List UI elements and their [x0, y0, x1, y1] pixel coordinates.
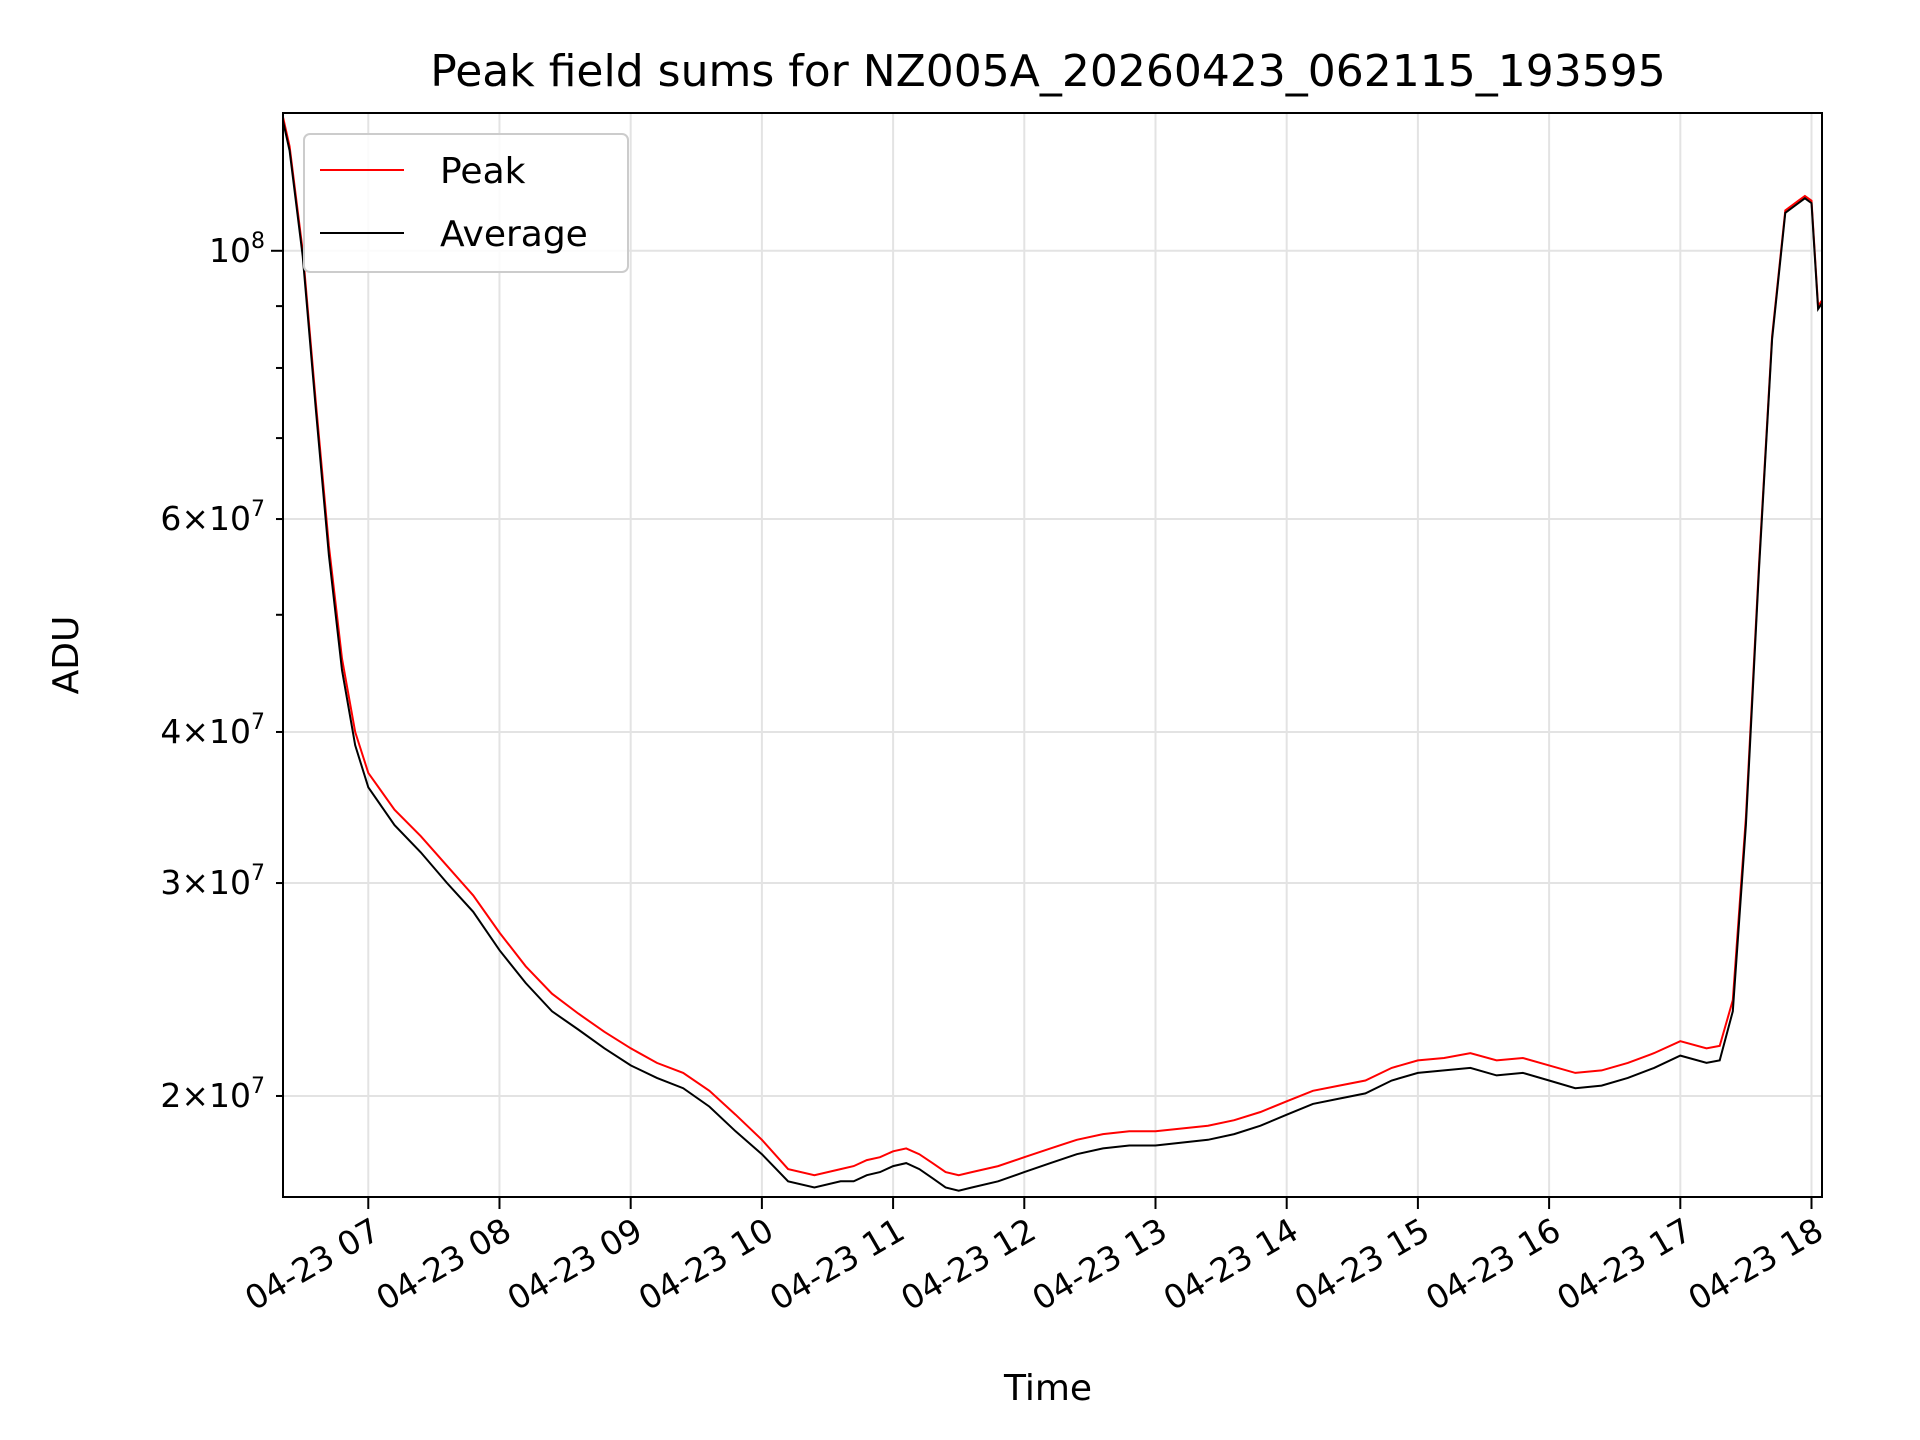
chart-title: Peak field sums for NZ005A_20260423_0621…: [430, 46, 1665, 97]
x-axis-label: Time: [1003, 1368, 1092, 1409]
x-tick-label: 04-23 09: [501, 1210, 649, 1318]
plot-area: [283, 116, 1822, 1192]
y-tick-label: 6×107: [160, 497, 265, 538]
x-tick-label: 04-23 16: [1419, 1210, 1567, 1318]
x-tick-label: 04-23 15: [1288, 1210, 1436, 1318]
legend-label-peak: Peak: [440, 151, 526, 192]
x-tick-label: 04-23 18: [1682, 1210, 1830, 1318]
legend-label-average: Average: [440, 214, 588, 255]
series-line-average: [283, 120, 1822, 1192]
x-tick-label: 04-23 14: [1157, 1210, 1305, 1318]
x-tick-label: 04-23 12: [894, 1210, 1042, 1318]
series-line-peak: [283, 116, 1822, 1177]
y-tick-label: 4×107: [160, 710, 265, 751]
y-axis-ticks: 108 2×107 3×107 4×107 6×107: [160, 229, 283, 1115]
x-tick-label: 04-23 17: [1550, 1210, 1698, 1318]
y-tick-label: 2×107: [160, 1074, 265, 1115]
grid: [283, 113, 1822, 1197]
y-tick-label: 108: [209, 229, 265, 270]
y-axis-label: ADU: [46, 616, 87, 695]
x-tick-label: 04-23 10: [632, 1210, 780, 1318]
x-tick-label: 04-23 07: [238, 1210, 386, 1318]
x-tick-label: 04-23 13: [1025, 1210, 1173, 1318]
plot-frame: [282, 112, 1823, 1198]
legend-box: [303, 133, 629, 273]
y-tick-label: 3×107: [160, 861, 265, 902]
x-tick-label: 04-23 08: [369, 1210, 517, 1318]
legend: Peak Average: [303, 133, 629, 273]
x-tick-label: 04-23 11: [763, 1210, 911, 1318]
